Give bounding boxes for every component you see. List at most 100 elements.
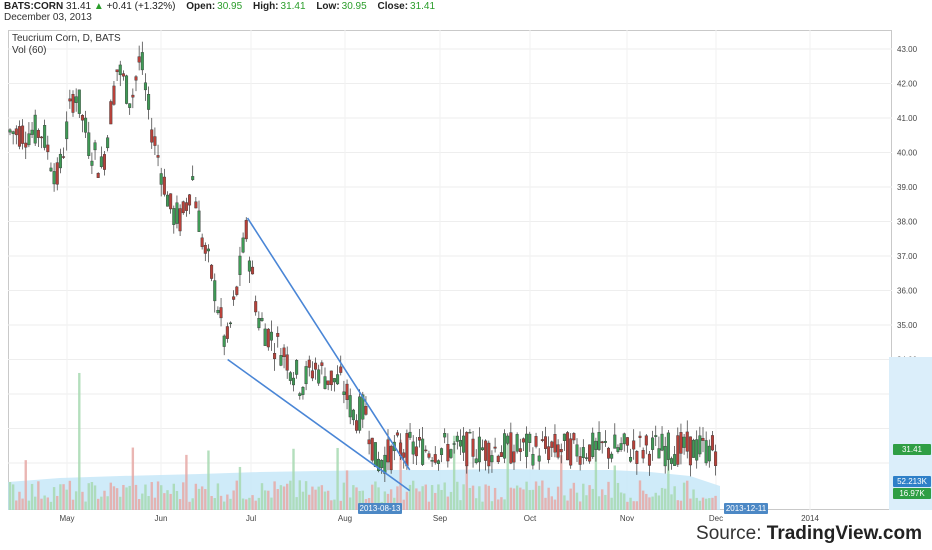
volume-bar [131,447,135,510]
candle-body [184,202,188,211]
volume-bar [509,487,513,510]
y-tick-label: 35.00 [897,321,918,330]
candle-body [474,458,478,463]
candle-body [373,442,377,467]
volume-bar [185,454,188,510]
volume-bar [71,499,75,510]
candle-body [654,435,658,437]
candle-body [225,326,229,339]
legend-volume: Vol (60) [12,45,47,56]
y-tick-label: 39.00 [897,183,918,192]
volume-bar [204,489,207,510]
volume-bar [46,497,49,510]
candle-body [11,131,15,134]
source-label: Source: [696,523,767,544]
volume-bar [52,487,56,510]
volume-bar [304,481,308,510]
candle-body [128,103,132,108]
volume-bar [475,498,478,510]
volume-bar [465,444,468,510]
candle-body [607,447,611,459]
volume-bar [172,483,175,510]
volume-bar [673,486,676,510]
volume-bar [408,484,412,510]
candle-body [17,126,21,147]
volume-bar [698,500,702,510]
volume-bar [106,496,109,510]
candle-body [701,437,705,441]
candle-body [143,82,147,91]
volume-bar [519,487,522,510]
volume-bar [97,498,100,510]
candle-body [559,449,563,453]
candle-body [121,73,125,77]
last-price: 31.41 [66,1,92,12]
volume-bar [371,484,374,510]
volume-bar [191,498,194,510]
volume-bar [645,493,648,510]
volume-bar [446,496,450,510]
volume-bar [616,482,620,510]
y-tick-label: 42.00 [897,80,918,89]
volume-bar [396,486,399,510]
candle-body [427,453,431,458]
x-tick-label: May [59,514,74,523]
candle-body [572,433,576,441]
volume-bar [547,487,550,510]
candle-body [134,76,138,81]
candle-body [342,391,346,395]
volume-bar [361,490,364,510]
volume-bar [613,465,616,510]
candle-body [282,347,286,358]
tradingview-brand: TradingView.com [766,523,922,544]
date-marker-label: 2013-08-13 [360,504,401,513]
volume-bar [292,448,295,510]
volume-bar [286,483,289,510]
volume-bar [68,480,72,510]
candle-body [276,333,280,337]
volume-bar [550,496,553,510]
x-tick-label: Aug [338,514,352,523]
volume-bar [147,496,150,510]
volume-bar [229,498,232,510]
candle-body [610,453,614,459]
candle-body [430,460,434,462]
volume-bar [594,449,598,510]
volume-bar [323,491,327,510]
end-date-marker-bg [724,503,768,514]
candle-body [348,395,352,418]
candle-body [515,434,519,452]
volume-bar [65,489,68,510]
volume-bar [18,491,21,510]
candle-body [310,370,314,379]
volume-bar [289,480,292,510]
candle-body [594,440,598,450]
symbol: BATS:CORN [4,1,64,12]
volume-bar [534,481,538,510]
volume-bar [314,489,317,510]
volume-bar [452,435,456,510]
candle-body [581,447,585,459]
y-tick-label: 43.00 [897,45,918,54]
candle-body [339,366,343,373]
candle-body [153,136,157,146]
candle-body [449,449,453,458]
candle-body [80,115,84,121]
candle-body [424,449,428,452]
candle-body [688,436,692,466]
candle-body [477,436,481,463]
volume-bar [525,481,528,510]
volume-bar [572,482,576,510]
candle-body [528,433,532,443]
volume-bar [260,483,264,510]
candle-body [395,432,399,436]
candle-body [402,452,406,458]
candle-body [638,435,642,438]
candle-body [307,359,311,368]
candle-body [169,193,173,210]
volume-bar [24,460,27,510]
volume-bar [263,490,267,510]
candle-body [490,455,494,463]
date-marker-bg [358,503,402,514]
